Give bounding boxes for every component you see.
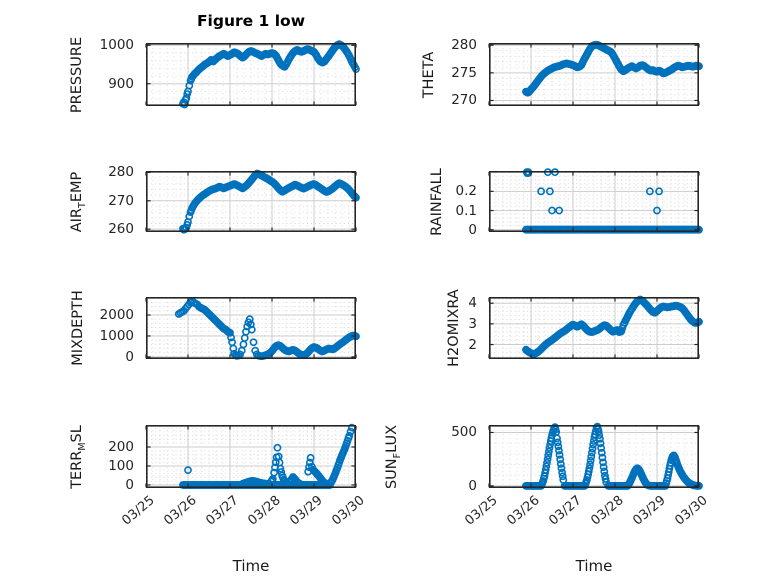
subplot-theta: 270 275 280 THETA xyxy=(421,37,703,108)
y-axis-label-text: SL xyxy=(69,424,85,442)
subplot-air-temp: 260 270 280 AIRTEMP xyxy=(69,164,360,237)
axes-box xyxy=(146,425,356,489)
y-tick-label: 0 xyxy=(468,221,477,238)
data-points xyxy=(522,422,703,490)
data-points xyxy=(522,295,703,358)
figure-title: Figure 1 low xyxy=(196,12,306,30)
y-axis-label-text: THETA xyxy=(421,51,437,98)
axes-box xyxy=(146,43,356,107)
major-grid-lines xyxy=(490,298,698,358)
minor-grid-lines xyxy=(490,172,698,231)
y-axis-label-text: EMP xyxy=(69,171,85,202)
y-axis-label-text: RAINFALL xyxy=(429,167,445,236)
y-axis-label-subscript: F xyxy=(391,452,403,458)
plot-area-svg xyxy=(145,40,360,109)
plot-area-svg xyxy=(145,297,360,361)
y-tick-label: 2000 xyxy=(99,307,134,323)
x-axis-label-left: Time xyxy=(232,557,270,575)
y-tick-label: 4 xyxy=(468,295,477,312)
y-tick-label: 3 xyxy=(468,315,477,332)
y-tick-label: 2 xyxy=(468,336,477,353)
plot-area-svg xyxy=(145,169,360,234)
subplot-h2omixra: 2 3 4 H2OMIXRA xyxy=(446,289,703,367)
y-tick-label: 200 xyxy=(108,439,134,455)
subplot-sun-flux: 0 500 SUNFLUX 03/25 03/26 03/27 03/28 03/29 03/3… xyxy=(384,422,711,529)
data-points xyxy=(522,40,703,97)
y-tick-label: 280 xyxy=(108,164,134,181)
plot-area-svg xyxy=(145,423,357,489)
axes-box xyxy=(489,171,699,233)
y-axis-label: H2OMIXRA xyxy=(444,228,464,428)
y-tick-label: 270 xyxy=(108,192,134,209)
subplot-rainfall: 0 0.1 0.2 RAINFALL xyxy=(429,168,703,238)
y-tick-label: 1000 xyxy=(99,327,134,344)
x-axis-label-right: Time xyxy=(575,557,613,575)
y-tick-label: 500 xyxy=(451,424,477,441)
plot-area-svg xyxy=(488,422,703,490)
plot-area-svg xyxy=(488,295,703,360)
y-axis-label-text: SUN xyxy=(384,457,400,489)
y-tick-label: 900 xyxy=(108,75,134,92)
axes-box xyxy=(489,297,699,360)
data-points xyxy=(179,40,360,109)
y-tick-label: 0.1 xyxy=(455,202,477,219)
axes-box xyxy=(146,171,356,233)
subplot-pressure: 900 1000 PRESSURE xyxy=(69,36,360,113)
y-axis-label-text: LUX xyxy=(384,424,400,453)
y-axis-label: SUNFLUX xyxy=(382,357,403,557)
minor-grid-lines xyxy=(490,298,698,358)
y-tick-label: 0 xyxy=(468,477,477,494)
data-points xyxy=(522,168,703,234)
y-axis-label-subscript: T xyxy=(76,201,88,208)
subplot-terr-msl: 0 100 200 TERRMSL 03/25 03/26 03/27 03/28 03/29 0… xyxy=(69,423,368,529)
plot-area-svg xyxy=(488,168,703,234)
y-tick-label: 0.2 xyxy=(455,183,477,200)
axes-box xyxy=(489,425,699,489)
y-tick-label: 100 xyxy=(108,457,134,474)
subplot-mixdepth: 0 1000 2000 MIXDEPTH xyxy=(70,290,360,366)
data-points xyxy=(179,423,356,489)
data-points xyxy=(179,169,360,234)
y-axis-label-subscript: M xyxy=(76,441,88,451)
axes-box xyxy=(146,297,356,360)
y-tick-label: 0 xyxy=(125,476,134,493)
y-axis-label-text: MIXDEPTH xyxy=(70,290,86,366)
y-tick-label: 270 xyxy=(451,92,477,109)
y-axis-label-text: TERR xyxy=(69,450,85,489)
data-points xyxy=(174,297,360,361)
y-tick-label: 0 xyxy=(125,348,134,365)
y-tick-label: 260 xyxy=(108,221,134,238)
y-tick-label: 1000 xyxy=(99,37,134,54)
y-tick-label: 280 xyxy=(451,37,477,54)
y-tick-label: 275 xyxy=(451,64,477,81)
y-axis-label: TERRMSL xyxy=(67,357,88,557)
axes-box xyxy=(489,43,699,107)
major-grid-lines xyxy=(490,426,698,487)
plot-area-svg xyxy=(488,40,703,107)
y-axis-label-text: H2OMIXRA xyxy=(446,289,462,367)
